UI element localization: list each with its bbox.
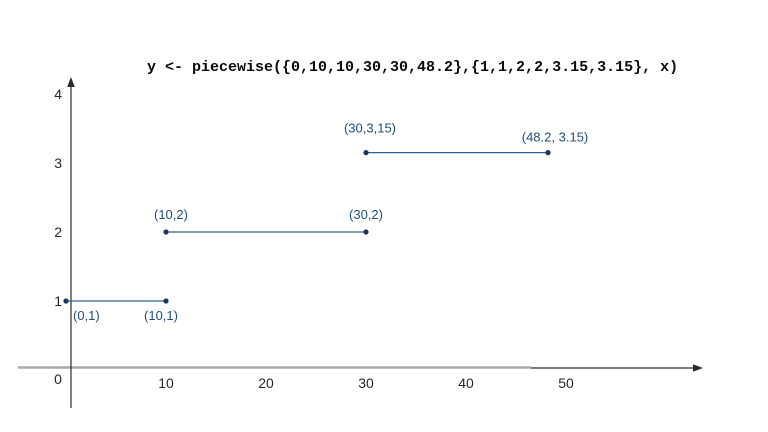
x-tick-label: 50 <box>558 375 574 391</box>
x-tick-label: 20 <box>258 375 274 391</box>
segment-1-point <box>163 298 169 304</box>
segment-2-point <box>163 229 169 235</box>
point-label: (48.2, 3.15) <box>522 130 589 145</box>
segment-3-point <box>363 150 369 156</box>
x-tick-label: 40 <box>458 375 474 391</box>
segment-1-point <box>63 298 69 304</box>
point-label: (10,1) <box>144 308 178 323</box>
segment-2-point <box>363 229 369 235</box>
segment-3-point <box>545 150 551 156</box>
point-label: (30,3,15) <box>344 121 396 136</box>
origin-tick-label: 0 <box>54 371 62 387</box>
y-tick-label: 4 <box>54 86 62 102</box>
point-label: (10,2) <box>154 207 188 222</box>
plot-title: y <- piecewise({0,10,10,30,30,48.2},{1,1… <box>147 59 679 76</box>
x-tick-label: 10 <box>158 375 174 391</box>
y-tick-label: 3 <box>54 155 62 171</box>
x-axis-arrowhead-icon <box>693 364 703 372</box>
x-tick-label: 30 <box>358 375 374 391</box>
y-tick-label: 2 <box>54 224 62 240</box>
point-label: (30,2) <box>349 207 383 222</box>
y-axis-arrowhead-icon <box>67 77 75 87</box>
point-label: (0,1) <box>73 308 100 323</box>
y-tick-label: 1 <box>54 293 62 309</box>
